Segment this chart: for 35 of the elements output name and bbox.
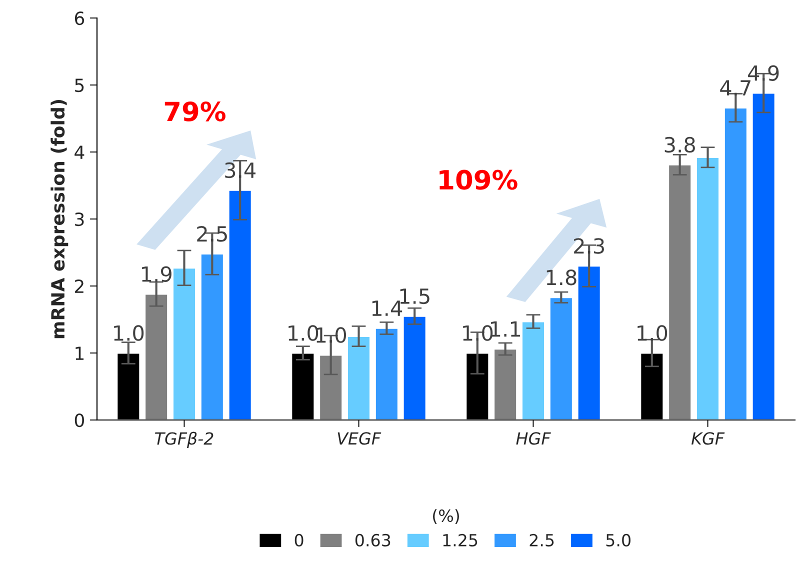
- data-label: 1.0: [463, 325, 493, 341]
- y-tick-label: 4: [74, 146, 84, 159]
- x-tick-label: TGFβ-2: [155, 432, 214, 448]
- data-label: 4.9: [748, 65, 779, 81]
- y-tick-label: 1: [76, 346, 84, 360]
- x-tick-label: VEGF: [338, 432, 382, 445]
- data-label: 1.9: [142, 266, 172, 282]
- data-label: 1.8: [546, 270, 576, 286]
- legend-label: 1.25: [443, 534, 478, 546]
- legend-title: (%): [433, 509, 459, 524]
- data-label: 1.0: [114, 325, 144, 341]
- legend-label: 5.0: [606, 534, 630, 546]
- data-label: 1.5: [400, 288, 430, 304]
- annotation: 79%: [164, 101, 226, 122]
- y-tick-label: 6: [74, 11, 84, 26]
- data-label: 3.8: [664, 136, 695, 153]
- data-label: 1.1: [491, 321, 520, 337]
- x-tick-label: HGF: [516, 432, 551, 445]
- y-tick-label: 2: [75, 279, 84, 293]
- data-label: 2.5: [197, 226, 227, 242]
- data-label: 1.4: [372, 300, 402, 316]
- data-label: 1.0: [316, 327, 346, 343]
- annotation: 109%: [440, 170, 518, 190]
- y-tick-label: 0: [74, 413, 84, 428]
- legend-label: 0: [294, 534, 304, 546]
- legend-label: 2.5: [530, 534, 554, 546]
- y-tick-label: 3: [75, 212, 84, 226]
- y-tick-label: 5: [75, 78, 84, 92]
- legend-label: 0.63: [355, 534, 390, 546]
- data-label: 1.0: [288, 325, 318, 341]
- data-label: 4.7: [720, 80, 750, 96]
- data-label: 2.3: [574, 238, 604, 254]
- data-label: 1.0: [638, 325, 668, 341]
- x-tick-label: KGF: [691, 432, 725, 445]
- y-axis-title: mRNA expression (fold): [50, 100, 68, 338]
